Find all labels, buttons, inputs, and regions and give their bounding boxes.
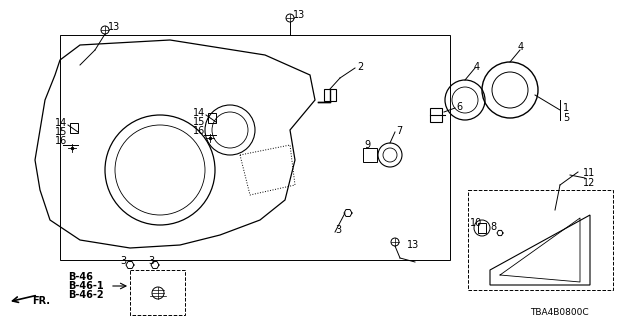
Text: 13: 13 bbox=[293, 10, 305, 20]
Text: 12: 12 bbox=[583, 178, 595, 188]
Text: 4: 4 bbox=[518, 42, 524, 52]
Text: TBA4B0800C: TBA4B0800C bbox=[530, 308, 589, 317]
Text: 2: 2 bbox=[357, 62, 364, 72]
Text: 3: 3 bbox=[335, 225, 341, 235]
Text: 6: 6 bbox=[456, 102, 462, 112]
Bar bbox=[478, 223, 486, 233]
Text: 7: 7 bbox=[396, 126, 403, 136]
Bar bbox=[430, 108, 442, 122]
Text: B-46-2: B-46-2 bbox=[68, 290, 104, 300]
Text: 15: 15 bbox=[55, 127, 67, 137]
Text: 9: 9 bbox=[364, 140, 370, 150]
Text: B-46-1: B-46-1 bbox=[68, 281, 104, 291]
Text: 14: 14 bbox=[55, 118, 67, 128]
Text: 3: 3 bbox=[120, 256, 126, 266]
Text: 10: 10 bbox=[470, 218, 483, 228]
Bar bbox=[363, 148, 377, 162]
Text: 14: 14 bbox=[193, 108, 205, 118]
Bar bbox=[468, 190, 613, 290]
Bar bbox=[70, 123, 78, 133]
Text: 15: 15 bbox=[193, 117, 205, 127]
Bar bbox=[208, 113, 216, 123]
Text: 1: 1 bbox=[563, 103, 569, 113]
Text: 5: 5 bbox=[563, 113, 569, 123]
Text: 4: 4 bbox=[474, 62, 480, 72]
Text: 3: 3 bbox=[148, 256, 154, 266]
Text: 11: 11 bbox=[583, 168, 595, 178]
Text: 16: 16 bbox=[193, 126, 205, 136]
Text: 16: 16 bbox=[55, 136, 67, 146]
Text: 13: 13 bbox=[108, 22, 120, 32]
Text: 13: 13 bbox=[407, 240, 419, 250]
Text: B-46: B-46 bbox=[68, 272, 93, 282]
Text: FR.: FR. bbox=[32, 296, 50, 306]
Bar bbox=[60, 35, 450, 260]
Bar bbox=[130, 270, 185, 315]
Text: 8: 8 bbox=[490, 222, 496, 232]
